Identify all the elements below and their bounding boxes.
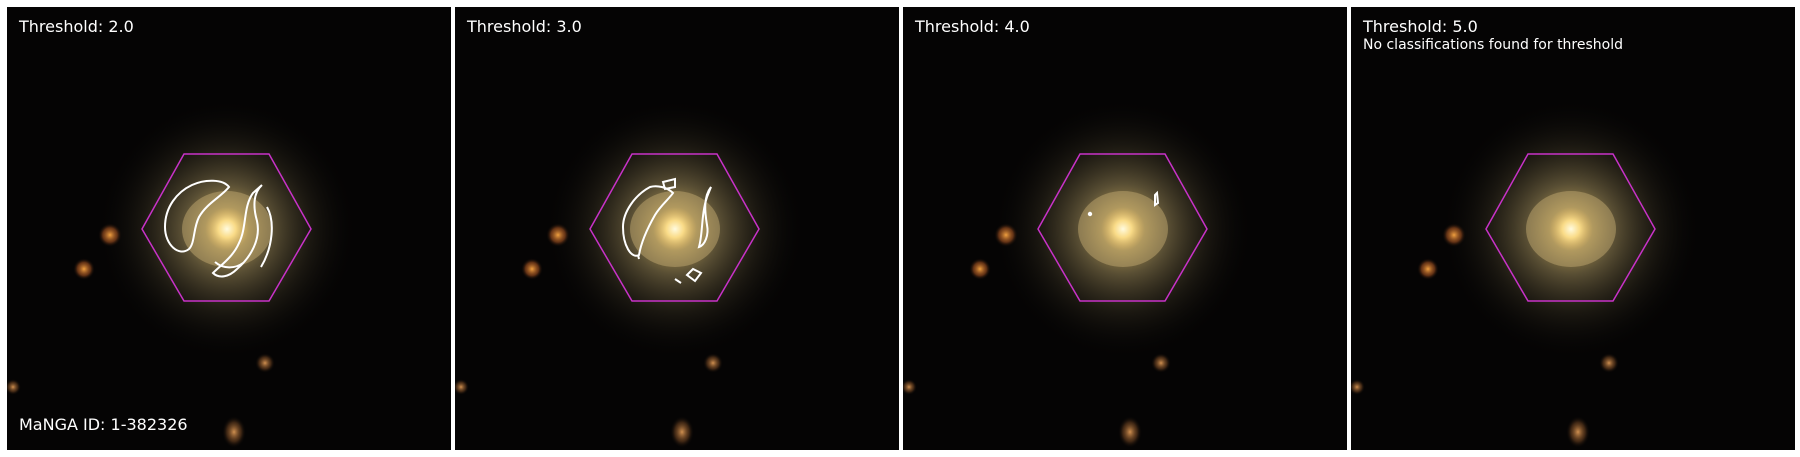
galaxy-image: [903, 7, 1347, 450]
galaxy-image: [7, 7, 451, 450]
threshold-label: Threshold: 4.0: [915, 17, 1030, 36]
hexagon-footprint: [141, 153, 312, 302]
contour-overlay: [1087, 190, 1160, 217]
threshold-label: Threshold: 2.0: [19, 17, 134, 36]
image-panel-3: Threshold: 4.0: [903, 7, 1347, 450]
image-panel-4: Threshold: 5.0 No classifications found …: [1351, 7, 1795, 450]
image-panel-1: Threshold: 2.0 MaNGA ID: 1-382326: [7, 7, 451, 450]
manga-id-label: MaNGA ID: 1-382326: [19, 415, 188, 434]
hexagon-footprint: [1037, 153, 1208, 302]
galaxy-image: [1351, 7, 1795, 450]
hexagon-footprint: [589, 153, 760, 302]
hexagon-footprint: [1485, 153, 1656, 302]
contour-overlay: [621, 177, 712, 284]
galaxy-image: [455, 7, 899, 450]
threshold-label: Threshold: 3.0: [467, 17, 582, 36]
threshold-label: Threshold: 5.0: [1363, 17, 1478, 36]
no-classifications-note: No classifications found for threshold: [1363, 37, 1623, 53]
contour-overlay: [163, 179, 273, 278]
image-panel-2: Threshold: 3.0: [455, 7, 899, 450]
